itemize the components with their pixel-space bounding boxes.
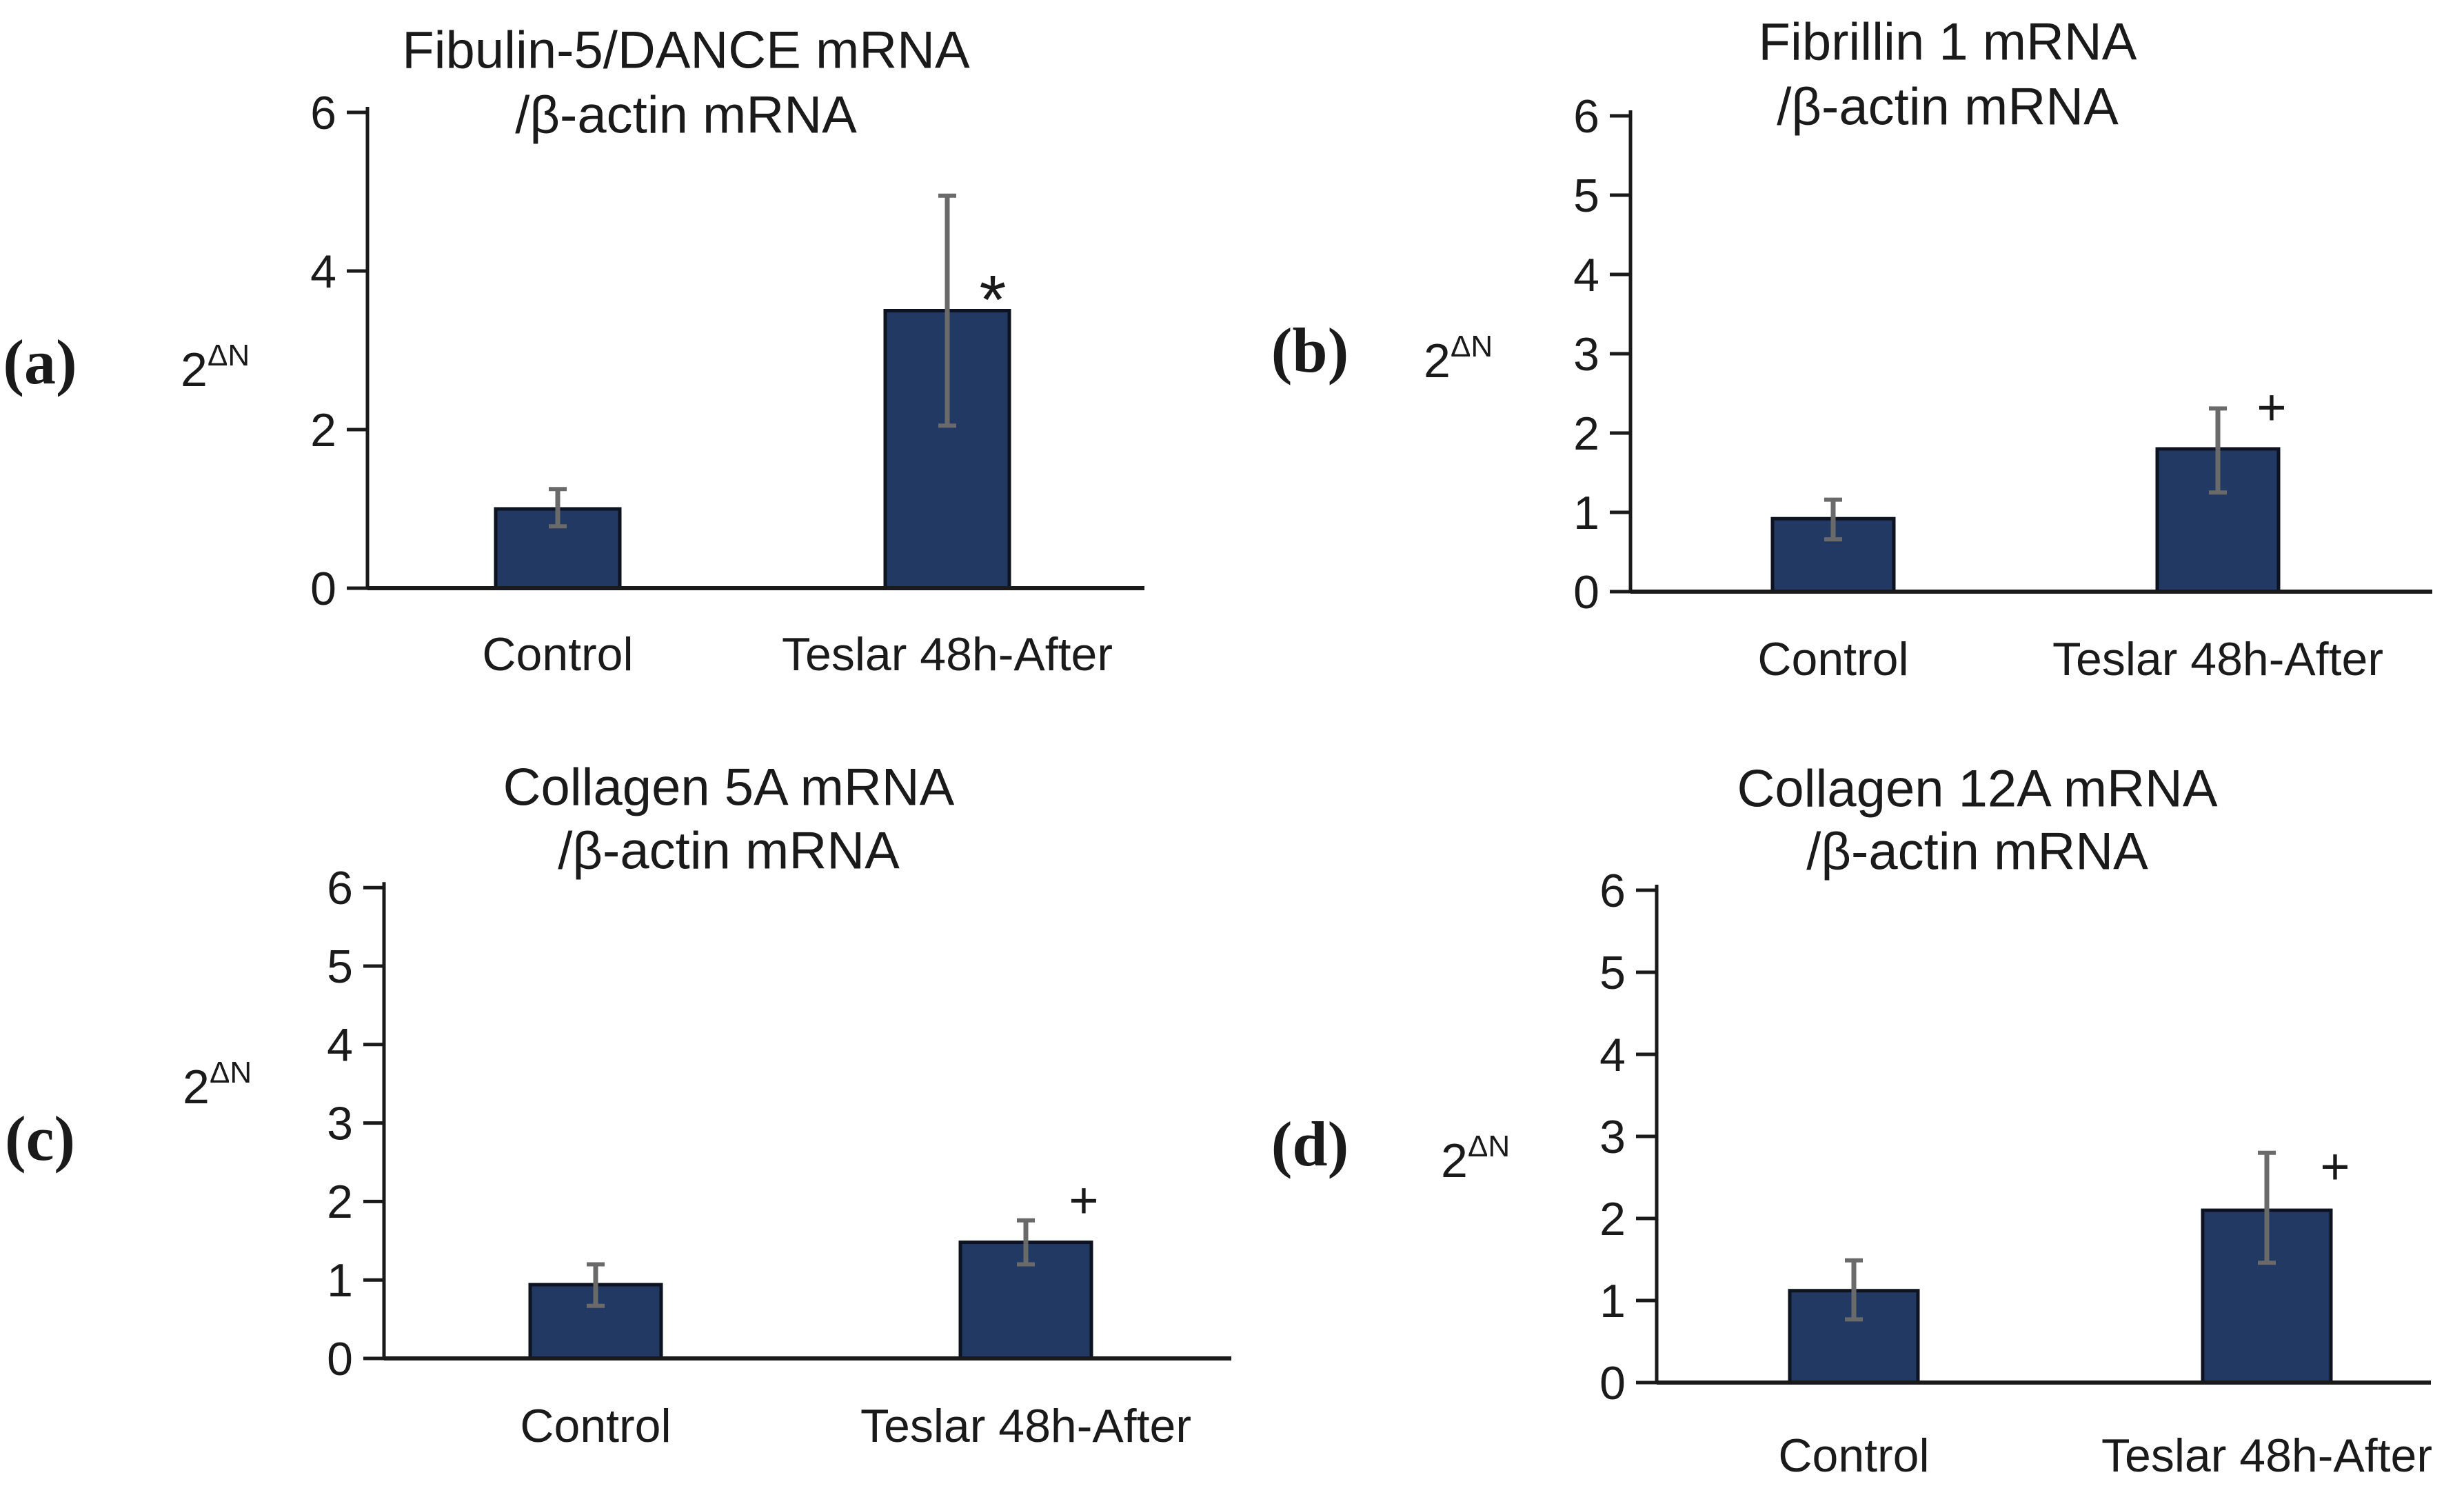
y-tick-label: 6 xyxy=(310,87,336,139)
x-category-label: Control xyxy=(482,628,633,681)
chart-title-line1: Collagen 5A mRNA xyxy=(503,759,955,817)
x-category-label: Teslar 48h-After xyxy=(2101,1429,2432,1482)
y-tick-label: 0 xyxy=(327,1333,353,1385)
y-tick-label: 5 xyxy=(327,941,353,993)
chart-title-line2: /β-actin mRNA xyxy=(1806,823,2148,881)
y-axis-label: 2ΔN xyxy=(1441,1129,1510,1187)
y-tick-label: 2 xyxy=(1573,408,1599,460)
y-tick-label: 4 xyxy=(310,245,336,298)
y-axis-label-superscript: ΔN xyxy=(1468,1129,1510,1163)
y-axis-label-superscript: ΔN xyxy=(210,1056,252,1090)
chart-title-line2: /β-actin mRNA xyxy=(1777,78,2119,137)
x-category-label: Teslar 48h-After xyxy=(782,628,1113,681)
panel-letter-label: (c) xyxy=(5,1103,75,1174)
y-tick-label: 1 xyxy=(1599,1275,1626,1327)
y-tick-label: 3 xyxy=(1599,1111,1626,1163)
y-axis-label: 2ΔN xyxy=(183,1056,252,1114)
significance-marker: * xyxy=(980,261,1007,339)
x-category-label: Control xyxy=(1778,1429,1929,1482)
y-tick-label: 5 xyxy=(1573,170,1599,222)
chart-title-line2: /β-actin mRNA xyxy=(515,86,857,145)
y-axis-label-base: 2 xyxy=(183,1060,210,1114)
y-tick-label: 0 xyxy=(310,563,336,615)
x-category-label: Teslar 48h-After xyxy=(860,1400,1191,1452)
y-axis-label: 2ΔN xyxy=(181,339,250,396)
x-category-label: Control xyxy=(1757,633,1908,685)
chart-panel-a: 0 2 4 6 Control Teslar 48h-After Fibulin-5/DAN… xyxy=(3,21,1144,681)
chart-title-line2: /β-actin mRNA xyxy=(558,822,900,881)
x-category-label: Teslar 48h-After xyxy=(2052,633,2383,685)
y-tick-label: 2 xyxy=(1599,1193,1626,1245)
x-category-label: Control xyxy=(520,1400,671,1452)
chart-title-line1: Fibrillin 1 mRNA xyxy=(1759,13,2137,72)
significance-marker: + xyxy=(2256,379,2286,436)
y-tick-label: 6 xyxy=(1573,90,1599,143)
y-tick-label: 4 xyxy=(327,1019,353,1072)
chart-panel-b: 0 1 2 3 4 5 6 Control Teslar 48h-After Fibrillin … xyxy=(1271,13,2432,685)
panel-letter-label: (a) xyxy=(3,327,77,397)
y-tick-label: 6 xyxy=(1599,865,1626,917)
chart-title-line1: Collagen 12A mRNA xyxy=(1737,760,2217,819)
y-tick-label: 5 xyxy=(1599,947,1626,999)
y-axis-label-base: 2 xyxy=(181,343,208,396)
panel-letter-label: (d) xyxy=(1271,1109,1349,1179)
y-axis-label-superscript: ΔN xyxy=(208,339,250,372)
chart-panel-c: 0 1 2 3 4 5 6 Control Teslar 48h-After Collagen 5… xyxy=(5,759,1231,1452)
y-axis-label-base: 2 xyxy=(1441,1134,1468,1187)
y-tick-label: 3 xyxy=(327,1097,353,1149)
y-tick-label: 3 xyxy=(1573,328,1599,381)
y-axis-label: 2ΔN xyxy=(1424,330,1493,388)
y-axis-label-superscript: ΔN xyxy=(1451,330,1493,363)
y-axis-label-base: 2 xyxy=(1424,334,1451,388)
chart-panel-d: 0 1 2 3 4 5 6 Control Teslar 48h-After Collagen 1… xyxy=(1271,760,2432,1482)
panel-letter-label: (b) xyxy=(1271,315,1349,385)
chart-title-line1: Fibulin-5/DANCE mRNA xyxy=(402,21,970,80)
y-tick-label: 4 xyxy=(1573,249,1599,301)
y-tick-label: 2 xyxy=(310,404,336,456)
y-tick-label: 4 xyxy=(1599,1029,1626,1081)
y-tick-label: 6 xyxy=(327,862,353,914)
y-tick-label: 0 xyxy=(1599,1357,1626,1409)
y-tick-label: 1 xyxy=(327,1254,353,1307)
significance-marker: + xyxy=(1069,1172,1098,1229)
y-tick-label: 0 xyxy=(1573,566,1599,619)
y-tick-label: 1 xyxy=(1573,487,1599,539)
significance-marker: + xyxy=(2320,1138,2350,1195)
y-tick-label: 2 xyxy=(327,1176,353,1228)
